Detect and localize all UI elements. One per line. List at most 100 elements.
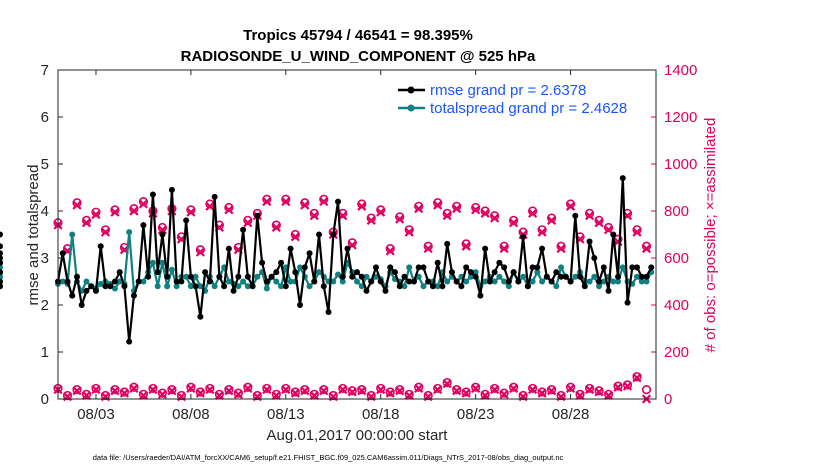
obs-assimilated-point bbox=[395, 386, 405, 396]
rmse-point bbox=[102, 283, 109, 290]
totalspread-point bbox=[183, 273, 190, 280]
rmse-point bbox=[0, 278, 3, 285]
obs-assimilated-point bbox=[167, 206, 177, 216]
legend-rmse-marker bbox=[407, 86, 415, 94]
rmse-point bbox=[624, 299, 631, 306]
obs-assimilated-point bbox=[224, 205, 234, 215]
rmse-point bbox=[496, 259, 503, 266]
obs-possible-point bbox=[157, 388, 168, 398]
rmse-point bbox=[316, 231, 323, 238]
rmse-point bbox=[73, 273, 80, 280]
obs-assimilated-point bbox=[480, 208, 490, 218]
obs-assimilated-point bbox=[100, 227, 111, 237]
obs-assimilated-point bbox=[385, 388, 395, 398]
obs-assimilated-point bbox=[433, 200, 443, 210]
totalspread-point bbox=[154, 283, 161, 290]
rmse-point bbox=[600, 264, 607, 271]
obs-assimilated-point bbox=[243, 218, 253, 228]
obs-assimilated-point bbox=[271, 390, 281, 401]
totalspread-point bbox=[164, 283, 171, 290]
rmse-point bbox=[581, 283, 588, 290]
totalspread-point bbox=[225, 278, 232, 285]
rmse-point bbox=[344, 245, 351, 252]
rmse-point bbox=[477, 292, 484, 299]
obs-assimilated-point bbox=[613, 382, 623, 392]
obs-assimilated-point bbox=[214, 390, 224, 401]
obs-possible-point bbox=[442, 377, 452, 388]
obs-assimilated-point bbox=[471, 383, 481, 394]
totalspread-point bbox=[159, 259, 166, 266]
obs-possible-point bbox=[490, 383, 500, 394]
rmse-point bbox=[69, 292, 76, 299]
obs-possible-point bbox=[622, 380, 633, 390]
rmse-point bbox=[358, 273, 365, 280]
obs-possible-point bbox=[565, 382, 576, 392]
rmse-point bbox=[235, 273, 242, 280]
rmse-point bbox=[501, 264, 508, 271]
obs-assimilated-point bbox=[347, 387, 357, 397]
rmse-point bbox=[221, 283, 228, 290]
obs-possible-point bbox=[395, 385, 405, 395]
obs-possible-point bbox=[110, 385, 120, 395]
obs-assimilated-point bbox=[584, 211, 595, 221]
rmse-point bbox=[197, 313, 204, 320]
obs-possible-point bbox=[471, 382, 481, 392]
obs-assimilated-point bbox=[404, 227, 414, 237]
obs-possible-point bbox=[148, 383, 158, 394]
totalspread-point bbox=[273, 278, 280, 285]
y-right-tick-label: 200 bbox=[664, 344, 689, 361]
rmse-point bbox=[216, 273, 223, 280]
obs-assimilated-point bbox=[195, 388, 205, 398]
rmse-point bbox=[0, 259, 3, 266]
obs-possible-point bbox=[347, 386, 357, 396]
obs-assimilated-point bbox=[281, 197, 291, 207]
obs-assimilated-point bbox=[547, 215, 557, 225]
totalspread-point bbox=[211, 283, 218, 290]
obs-assimilated-point bbox=[157, 389, 167, 399]
totalspread-point bbox=[520, 273, 527, 280]
obs-assimilated-point bbox=[157, 225, 167, 235]
obs-assimilated-point bbox=[461, 388, 471, 398]
obs-possible-point bbox=[186, 382, 196, 392]
totalspread-point bbox=[126, 229, 133, 236]
obs-assimilated-point bbox=[395, 214, 405, 224]
rmse-point bbox=[615, 273, 622, 280]
obs-possible-point bbox=[338, 383, 348, 394]
rmse-point bbox=[335, 198, 342, 205]
obs-assimilated-point bbox=[433, 385, 443, 395]
y-right-tick-label: 600 bbox=[664, 250, 689, 267]
obs-possible-point bbox=[641, 385, 652, 395]
obs-possible-point bbox=[91, 383, 101, 394]
rmse-point bbox=[429, 283, 436, 290]
obs-possible-point bbox=[452, 385, 462, 395]
obs-possible-point bbox=[129, 382, 139, 392]
obs-assimilated-point bbox=[632, 227, 642, 237]
rmse-point bbox=[145, 273, 152, 280]
rmse-point bbox=[401, 273, 408, 280]
obs-assimilated-point bbox=[195, 247, 205, 257]
obs-assimilated-point bbox=[81, 218, 92, 228]
obs-possible-point bbox=[290, 387, 300, 397]
rmse-point bbox=[325, 309, 332, 316]
rmse-point bbox=[287, 245, 294, 252]
obs-possible-point bbox=[205, 383, 215, 394]
obs-assimilated-point bbox=[584, 385, 595, 395]
obs-assimilated-point bbox=[205, 201, 215, 211]
obs-assimilated-point bbox=[290, 232, 300, 242]
totalspread-point bbox=[278, 283, 285, 290]
obs-possible-point bbox=[499, 388, 509, 398]
obs-possible-point bbox=[632, 372, 642, 382]
obs-assimilated-point bbox=[442, 379, 452, 389]
totalspread-point bbox=[586, 278, 593, 285]
x-tick-label: 08/28 bbox=[552, 406, 590, 423]
rmse-point bbox=[225, 245, 232, 252]
obs-possible-point bbox=[138, 389, 149, 399]
obs-assimilated-point bbox=[319, 197, 329, 207]
obs-possible-point bbox=[575, 389, 585, 399]
rmse-point bbox=[434, 259, 441, 266]
rmse-point bbox=[0, 255, 3, 261]
x-axis-label: Aug.01,2017 00:00:00 start bbox=[267, 427, 449, 444]
x-tick-label: 08/08 bbox=[172, 406, 210, 423]
obs-assimilated-point bbox=[72, 386, 82, 396]
obs-possible-point bbox=[224, 385, 234, 395]
